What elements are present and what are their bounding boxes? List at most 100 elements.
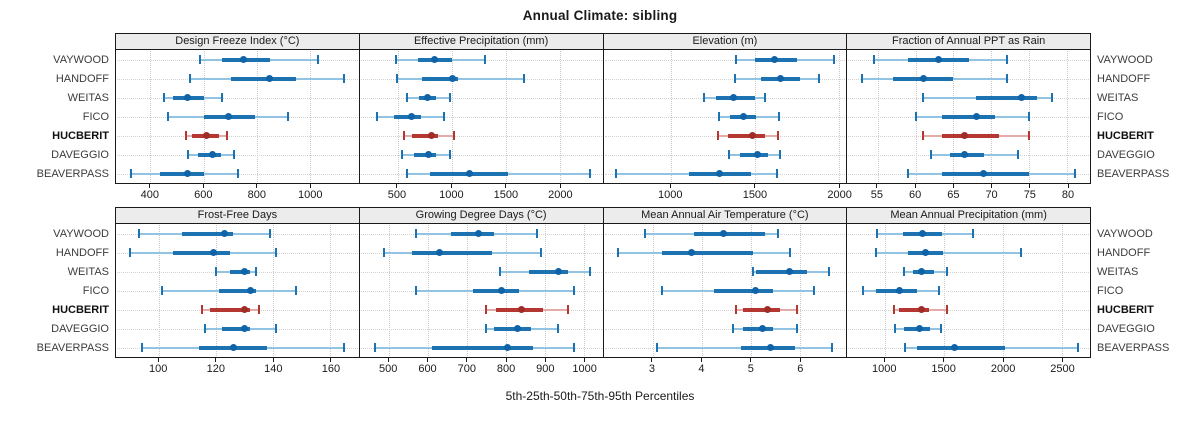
axis-tick-label: 120 [206, 363, 225, 375]
axis-tick [914, 184, 916, 188]
site-label-hucberit: HUCBERIT [52, 304, 109, 317]
whisker-cap-right [589, 169, 592, 178]
site-label-fico: FICO [1097, 110, 1124, 123]
panel-band-top: VAYWOOD HANDOFF WEITAS FICO HUCBERIT DAVEGGIO… [0, 33, 1200, 205]
axis-tick [387, 358, 389, 362]
whisker-iqr-band [743, 326, 773, 331]
whisker-cap-right [536, 229, 539, 238]
median-dot [752, 287, 760, 294]
whisker-cap-left [140, 343, 143, 352]
whisker-cap-left [198, 55, 201, 64]
axis-tick [750, 358, 752, 362]
panel-elevation-m: Elevation (m) 1000 1500 2000 [602, 33, 852, 205]
whisker-cap-left [214, 267, 217, 276]
whisker-iqr-band [662, 250, 754, 255]
axis-tick [309, 184, 311, 188]
panel-growing-degree-days-c: Growing Degree Days (°C) 500 600 700 800 900 1… [358, 207, 604, 379]
whisker-cap-left [415, 229, 418, 238]
axis-tick [157, 358, 159, 362]
panel-strip: Growing Degree Days (°C) [358, 207, 604, 224]
axis-tick [215, 358, 217, 362]
whisker-cap-left [716, 131, 719, 140]
whisker-cap-left [733, 74, 736, 83]
whisker-cap-right [830, 343, 833, 352]
panel-strip: Effective Precipitation (mm) [358, 33, 604, 50]
whisker-iqr-band [494, 326, 532, 331]
whisker-cap-right [449, 93, 452, 102]
median-dot [895, 287, 903, 294]
median-dot [770, 56, 778, 63]
panel-strip: Frost-Free Days [115, 207, 360, 224]
whisker-cap-right [254, 267, 257, 276]
whisker-cap-left [875, 229, 878, 238]
whisker-cap-right [939, 324, 942, 333]
whisker-cap-left [893, 305, 896, 314]
median-dot [917, 306, 925, 313]
axis-tick-label: 55 [870, 189, 883, 201]
whisker-iqr-band [231, 76, 297, 81]
gridline-horizontal [360, 116, 602, 118]
median-dot [554, 268, 562, 275]
axis-tick [396, 184, 398, 188]
median-dot [184, 94, 192, 101]
site-label-beaverpass: BEAVERPASS [1097, 342, 1170, 355]
panel-plot [115, 50, 360, 184]
site-label-column-right: VAYWOOD HANDOFF WEITAS FICO HUCBERIT DAVEGGIO… [1091, 33, 1200, 205]
whisker-cap-left [644, 229, 647, 238]
median-dot [972, 113, 980, 120]
median-dot [919, 230, 927, 237]
whisker-cap-right [1005, 55, 1008, 64]
median-dot [475, 230, 483, 237]
panel-plot [115, 224, 360, 358]
panel-axis: 500 1000 1500 2000 [359, 184, 604, 205]
axis-tick [544, 358, 546, 362]
whisker-iqr-band [899, 307, 930, 312]
median-dot [449, 75, 457, 82]
site-label-daveggio: DAVEGGIO [1097, 149, 1155, 162]
median-dot [961, 151, 969, 158]
whisker-cap-right [287, 112, 290, 121]
whisker-cap-left [485, 305, 488, 314]
site-label-column-left: VAYWOOD HANDOFF WEITAS FICO HUCBERIT DAVEGGIO… [0, 207, 115, 379]
whisker-iqr-band [412, 250, 493, 255]
whisker-cap-left [661, 286, 664, 295]
panel-plot [602, 50, 848, 184]
median-dot [241, 306, 248, 313]
axis-tick-label: 2000 [827, 189, 852, 201]
median-dot [517, 306, 525, 313]
whisker-cap-right [1028, 131, 1031, 140]
median-dot [466, 170, 473, 177]
site-label-vaywood: VAYWOOD [53, 227, 109, 240]
panel-band-bottom: VAYWOOD HANDOFF WEITAS FICO HUCBERIT DAVEGGIO… [0, 207, 1200, 379]
median-dot [514, 325, 522, 332]
whisker-cap-right [938, 286, 941, 295]
axis-tick [1061, 358, 1063, 362]
gridline-horizontal [117, 154, 358, 156]
panel-strip: Mean Annual Air Temperature (°C) [602, 207, 848, 224]
median-dot [431, 56, 439, 63]
panel-plot [602, 224, 848, 358]
whisker-cap-right [796, 305, 799, 314]
whisker-cap-left [186, 150, 189, 159]
site-label-weitas: WEITAS [1097, 265, 1139, 278]
site-label-beaverpass: BEAVERPASS [1097, 168, 1170, 181]
whisker-cap-right [1028, 112, 1031, 121]
whisker-cap-left [394, 55, 397, 64]
axis-tick-label: 6 [797, 363, 804, 375]
whisker-iqr-band [713, 288, 773, 293]
axis-tick [1029, 184, 1031, 188]
median-dot [917, 268, 925, 275]
whisker-cap-right [226, 131, 229, 140]
axis-tick-label: 140 [264, 363, 283, 375]
whisker-cap-left [922, 131, 925, 140]
median-dot [246, 287, 254, 294]
panel-plot [846, 50, 1091, 184]
whisker-cap-right [946, 267, 949, 276]
axis-tick [466, 358, 468, 362]
axis-tick-label: 700 [457, 363, 476, 375]
whisker-cap-right [971, 229, 974, 238]
panel-design-freeze-index-c: Design Freeze Index (°C) 400 600 800 1000 [115, 33, 360, 205]
median-dot [759, 325, 767, 332]
plot-title: Annual Climate: sibling [522, 8, 678, 23]
gridline-horizontal [360, 271, 602, 273]
